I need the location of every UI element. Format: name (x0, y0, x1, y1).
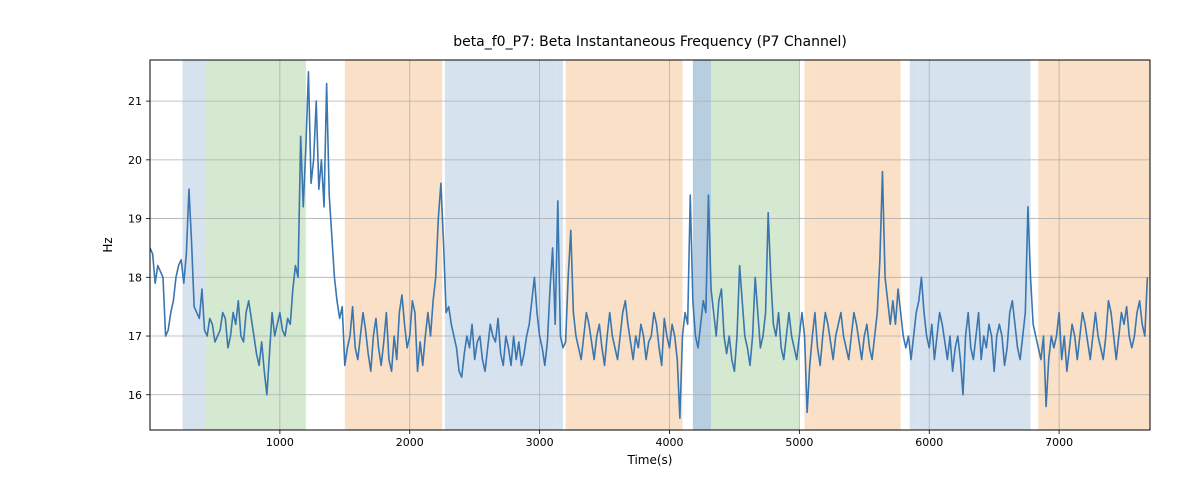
y-tick-label: 16 (128, 389, 142, 402)
chart-svg: 1000 2000 3000 4000 5000 6000 7000 16 17 18 19 20 21… (0, 0, 1200, 500)
span-region (206, 60, 306, 430)
span-region (693, 60, 711, 430)
chart-title: beta_f0_P7: Beta Instantaneous Frequency… (453, 34, 847, 50)
x-tick-label: 5000 (785, 436, 813, 449)
x-tick-label: 2000 (396, 436, 424, 449)
x-tick-label: 4000 (655, 436, 683, 449)
x-tick-label: 7000 (1045, 436, 1073, 449)
span-region (910, 60, 919, 430)
span-region (345, 60, 442, 430)
span-region (711, 60, 799, 430)
y-tick-label: 18 (128, 271, 142, 284)
y-axis-label: Hz (101, 237, 115, 252)
y-tick-label: 21 (128, 95, 142, 108)
span-region (810, 60, 901, 430)
span-region (566, 60, 683, 430)
x-tick-label: 1000 (266, 436, 294, 449)
span-region (1046, 60, 1150, 430)
x-axis-label: Time(s) (627, 453, 673, 467)
x-tick-label: 6000 (915, 436, 943, 449)
span-region (919, 60, 1031, 430)
chart-container: 1000 2000 3000 4000 5000 6000 7000 16 17 18 19 20 21… (0, 0, 1200, 500)
x-tick-label: 3000 (526, 436, 554, 449)
y-tick-label: 17 (128, 330, 142, 343)
y-tick-label: 20 (128, 154, 142, 167)
y-tick-label: 19 (128, 213, 142, 226)
